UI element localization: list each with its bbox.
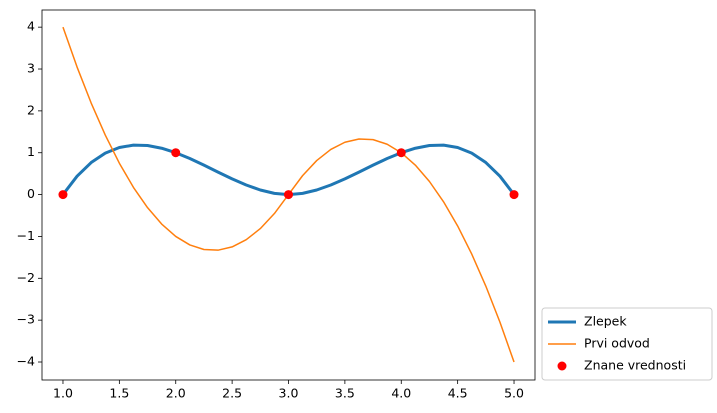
x-tick-label: 3.5: [335, 386, 355, 401]
y-tick-label: 2: [27, 102, 35, 117]
point: [284, 190, 293, 200]
legend-label: Znane vrednosti: [584, 358, 686, 373]
point: [396, 148, 406, 158]
line: [61, 143, 516, 197]
point: [58, 190, 68, 200]
y-tick-label: −4: [17, 354, 35, 369]
x-tick-label: 3.0: [279, 386, 299, 401]
y-tick-label: −2: [17, 270, 35, 285]
y-tick-label: 3: [27, 61, 35, 76]
point: [171, 148, 181, 158]
x-tick-label: 4.0: [391, 386, 411, 401]
x-tick-label: 1.0: [53, 386, 73, 401]
x-tick-label: 2.5: [222, 386, 242, 401]
x-tick-label: 2.0: [166, 386, 186, 401]
legend: [541, 307, 713, 381]
legend-swatch: [557, 361, 567, 371]
y-tick-label: −1: [17, 228, 35, 243]
y-tick-label: 0: [27, 186, 35, 201]
legend-label: Prvi odvod: [584, 336, 650, 351]
x-tick-label: 5.0: [504, 386, 524, 401]
x-tick-label: 4.5: [448, 386, 468, 401]
y-tick-label: 1: [27, 144, 35, 159]
legend-label: Zlepek: [584, 314, 627, 329]
y-tick-label: −3: [17, 312, 35, 327]
x-tick-label: 1.5: [109, 386, 129, 401]
point: [509, 190, 519, 200]
y-tick-label: 4: [27, 19, 35, 34]
